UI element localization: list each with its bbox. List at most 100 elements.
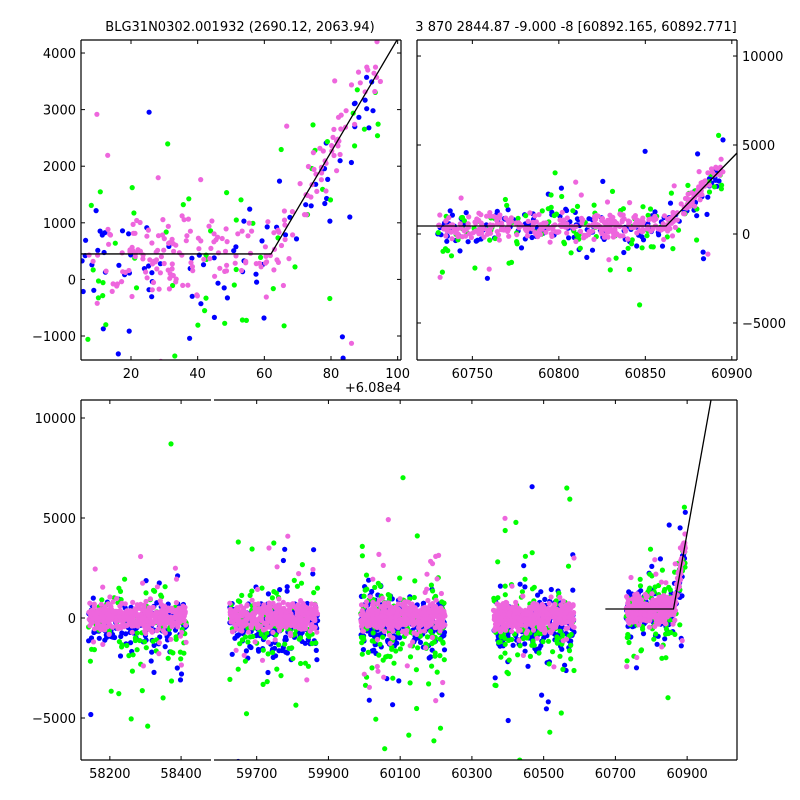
point-green xyxy=(289,645,295,651)
point-green xyxy=(163,229,169,235)
point-green xyxy=(327,197,334,203)
point-green xyxy=(298,580,305,586)
point-green xyxy=(95,295,101,301)
point-pink xyxy=(499,618,505,624)
point-green xyxy=(668,190,675,196)
y-tick-label: 0 xyxy=(68,273,76,288)
point-pink xyxy=(252,605,258,611)
point-green xyxy=(393,648,399,654)
point-pink xyxy=(486,266,492,272)
point-pink xyxy=(465,221,471,227)
point-pink xyxy=(443,233,449,239)
point-pink xyxy=(705,251,711,257)
point-green xyxy=(571,667,577,674)
point-pink xyxy=(370,576,376,582)
point-pink xyxy=(265,624,272,630)
point-blue xyxy=(677,525,683,531)
point-blue xyxy=(700,249,706,255)
point-pink xyxy=(235,231,241,237)
point-pink xyxy=(263,253,269,259)
point-green xyxy=(242,658,248,664)
point-green xyxy=(370,630,376,636)
point-pink xyxy=(355,69,362,75)
point-pink xyxy=(500,612,506,618)
point-green xyxy=(433,593,439,600)
point-pink xyxy=(309,621,315,628)
point-blue xyxy=(441,647,448,653)
point-green xyxy=(497,639,503,645)
point-pink xyxy=(260,627,267,633)
point-green xyxy=(574,203,581,209)
point-pink xyxy=(510,618,517,624)
point-pink xyxy=(134,217,140,224)
point-pink xyxy=(101,618,107,624)
point-green xyxy=(85,336,91,342)
point-pink xyxy=(642,591,648,597)
point-green xyxy=(380,634,386,640)
point-green xyxy=(626,639,632,646)
point-pink xyxy=(152,613,158,619)
point-pink xyxy=(114,281,120,287)
point-blue xyxy=(157,261,163,267)
point-pink xyxy=(387,640,393,647)
point-pink xyxy=(92,626,98,632)
point-pink xyxy=(508,622,514,628)
point-pink xyxy=(543,229,549,235)
point-blue xyxy=(640,631,647,637)
point-pink xyxy=(272,637,278,643)
point-blue xyxy=(302,640,308,646)
point-green xyxy=(570,208,576,214)
point-pink xyxy=(443,218,449,224)
point-green xyxy=(711,184,718,190)
point-green xyxy=(577,245,583,251)
point-green xyxy=(567,496,573,502)
point-pink xyxy=(301,626,307,632)
point-pink xyxy=(149,240,155,246)
point-pink xyxy=(702,178,708,184)
point-green xyxy=(530,638,536,644)
point-pink xyxy=(169,261,175,267)
point-pink xyxy=(223,226,229,232)
point-pink xyxy=(274,564,280,570)
point-pink xyxy=(513,599,519,606)
point-pink xyxy=(276,229,282,235)
point-pink xyxy=(293,617,299,623)
point-pink xyxy=(281,208,287,214)
point-pink xyxy=(592,216,598,223)
point-pink xyxy=(243,617,250,623)
point-pink xyxy=(664,594,670,601)
point-blue xyxy=(657,556,664,562)
point-pink xyxy=(100,584,106,590)
point-pink xyxy=(444,228,450,234)
point-pink xyxy=(611,231,617,237)
point-pink xyxy=(166,240,172,246)
point-pink xyxy=(212,273,218,279)
point-pink xyxy=(561,217,567,223)
point-blue xyxy=(522,641,528,647)
point-pink xyxy=(284,123,290,129)
point-pink xyxy=(270,629,276,636)
point-green xyxy=(413,667,419,673)
point-pink xyxy=(534,601,540,608)
point-pink xyxy=(601,234,608,240)
point-green xyxy=(491,595,497,601)
point-green xyxy=(168,649,174,655)
point-pink xyxy=(390,628,396,634)
point-blue xyxy=(261,315,267,321)
point-blue xyxy=(518,245,525,251)
point-pink xyxy=(654,616,661,622)
point-pink xyxy=(145,624,151,630)
point-pink xyxy=(374,601,381,607)
point-pink xyxy=(161,236,167,242)
point-pink xyxy=(198,177,204,183)
point-pink xyxy=(627,200,633,206)
y-tick-label: 10000 xyxy=(742,50,783,65)
point-pink xyxy=(563,619,569,626)
point-pink xyxy=(487,210,493,216)
point-green xyxy=(441,657,447,663)
point-blue xyxy=(314,657,320,663)
point-pink xyxy=(229,629,236,635)
point-blue xyxy=(233,244,239,250)
point-blue xyxy=(146,263,152,269)
